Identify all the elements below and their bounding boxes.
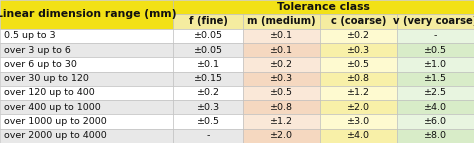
Text: ±0.05: ±0.05 xyxy=(193,46,223,54)
Bar xyxy=(0,57,173,72)
Bar xyxy=(173,57,243,72)
Bar xyxy=(397,43,474,57)
Bar xyxy=(243,57,320,72)
Bar xyxy=(320,100,397,114)
Bar xyxy=(243,114,320,129)
Bar xyxy=(320,72,397,86)
Text: m (medium): m (medium) xyxy=(247,16,316,26)
Bar xyxy=(320,129,397,143)
Bar xyxy=(243,129,320,143)
Text: ±8.0: ±8.0 xyxy=(424,131,447,140)
Text: -: - xyxy=(206,131,210,140)
Bar xyxy=(397,100,474,114)
Text: over 2000 up to 4000: over 2000 up to 4000 xyxy=(4,131,107,140)
Bar xyxy=(173,29,243,43)
Text: over 30 up to 120: over 30 up to 120 xyxy=(4,74,89,83)
Text: ±0.3: ±0.3 xyxy=(197,103,219,112)
Bar xyxy=(397,72,474,86)
Text: ±2.0: ±2.0 xyxy=(347,103,370,112)
Bar xyxy=(320,29,397,43)
Bar xyxy=(0,129,173,143)
Bar xyxy=(397,57,474,72)
Bar xyxy=(0,29,173,43)
Bar xyxy=(320,14,397,29)
Bar xyxy=(320,86,397,100)
Bar xyxy=(243,100,320,114)
Bar xyxy=(243,86,320,100)
Text: over 120 up to 400: over 120 up to 400 xyxy=(4,89,94,97)
Bar xyxy=(397,14,474,29)
Bar xyxy=(173,100,243,114)
Bar xyxy=(173,114,243,129)
Text: ±0.1: ±0.1 xyxy=(270,31,293,40)
Text: ±0.15: ±0.15 xyxy=(193,74,223,83)
Text: ±2.0: ±2.0 xyxy=(270,131,293,140)
Text: ±1.0: ±1.0 xyxy=(424,60,447,69)
Bar xyxy=(243,72,320,86)
Bar xyxy=(0,114,173,129)
Bar xyxy=(397,86,474,100)
Bar xyxy=(173,43,243,57)
Bar xyxy=(397,129,474,143)
Bar xyxy=(243,14,320,29)
Bar xyxy=(173,86,243,100)
Text: ±0.05: ±0.05 xyxy=(193,31,223,40)
Text: ±0.5: ±0.5 xyxy=(424,46,447,54)
Text: Linear dimension range (mm): Linear dimension range (mm) xyxy=(0,9,177,19)
Text: Tolerance class: Tolerance class xyxy=(277,2,370,12)
Text: ±6.0: ±6.0 xyxy=(424,117,447,126)
Text: ±1.5: ±1.5 xyxy=(424,74,447,83)
Text: f (fine): f (fine) xyxy=(189,16,228,26)
Bar xyxy=(397,114,474,129)
Bar xyxy=(0,100,173,114)
Bar xyxy=(320,114,397,129)
Text: ±0.5: ±0.5 xyxy=(270,89,293,97)
Text: ±0.3: ±0.3 xyxy=(270,74,293,83)
Bar xyxy=(0,0,173,29)
Text: ±0.8: ±0.8 xyxy=(347,74,370,83)
Text: ±1.2: ±1.2 xyxy=(347,89,370,97)
Bar xyxy=(320,57,397,72)
Bar xyxy=(0,86,173,100)
Text: ±0.1: ±0.1 xyxy=(270,46,293,54)
Text: ±0.8: ±0.8 xyxy=(270,103,293,112)
Text: v (very coarse): v (very coarse) xyxy=(393,16,474,26)
Text: over 400 up to 1000: over 400 up to 1000 xyxy=(4,103,100,112)
Bar xyxy=(173,0,474,14)
Bar xyxy=(0,72,173,86)
Text: 0.5 up to 3: 0.5 up to 3 xyxy=(4,31,55,40)
Bar xyxy=(243,29,320,43)
Bar xyxy=(173,129,243,143)
Text: ±0.2: ±0.2 xyxy=(347,31,370,40)
Text: over 6 up to 30: over 6 up to 30 xyxy=(4,60,77,69)
Text: ±4.0: ±4.0 xyxy=(347,131,370,140)
Text: -: - xyxy=(434,31,437,40)
Text: ±0.5: ±0.5 xyxy=(347,60,370,69)
Bar xyxy=(243,43,320,57)
Bar xyxy=(0,43,173,57)
Bar xyxy=(173,14,243,29)
Text: ±1.2: ±1.2 xyxy=(270,117,293,126)
Text: ±4.0: ±4.0 xyxy=(424,103,447,112)
Text: ±0.3: ±0.3 xyxy=(347,46,370,54)
Bar xyxy=(397,29,474,43)
Text: ±0.2: ±0.2 xyxy=(197,89,219,97)
Text: ±0.2: ±0.2 xyxy=(270,60,293,69)
Bar xyxy=(320,43,397,57)
Text: over 3 up to 6: over 3 up to 6 xyxy=(4,46,71,54)
Text: ±0.1: ±0.1 xyxy=(197,60,219,69)
Text: ±2.5: ±2.5 xyxy=(424,89,447,97)
Text: ±0.5: ±0.5 xyxy=(197,117,219,126)
Text: ±3.0: ±3.0 xyxy=(347,117,370,126)
Text: over 1000 up to 2000: over 1000 up to 2000 xyxy=(4,117,107,126)
Bar xyxy=(173,72,243,86)
Text: c (coarse): c (coarse) xyxy=(331,16,386,26)
